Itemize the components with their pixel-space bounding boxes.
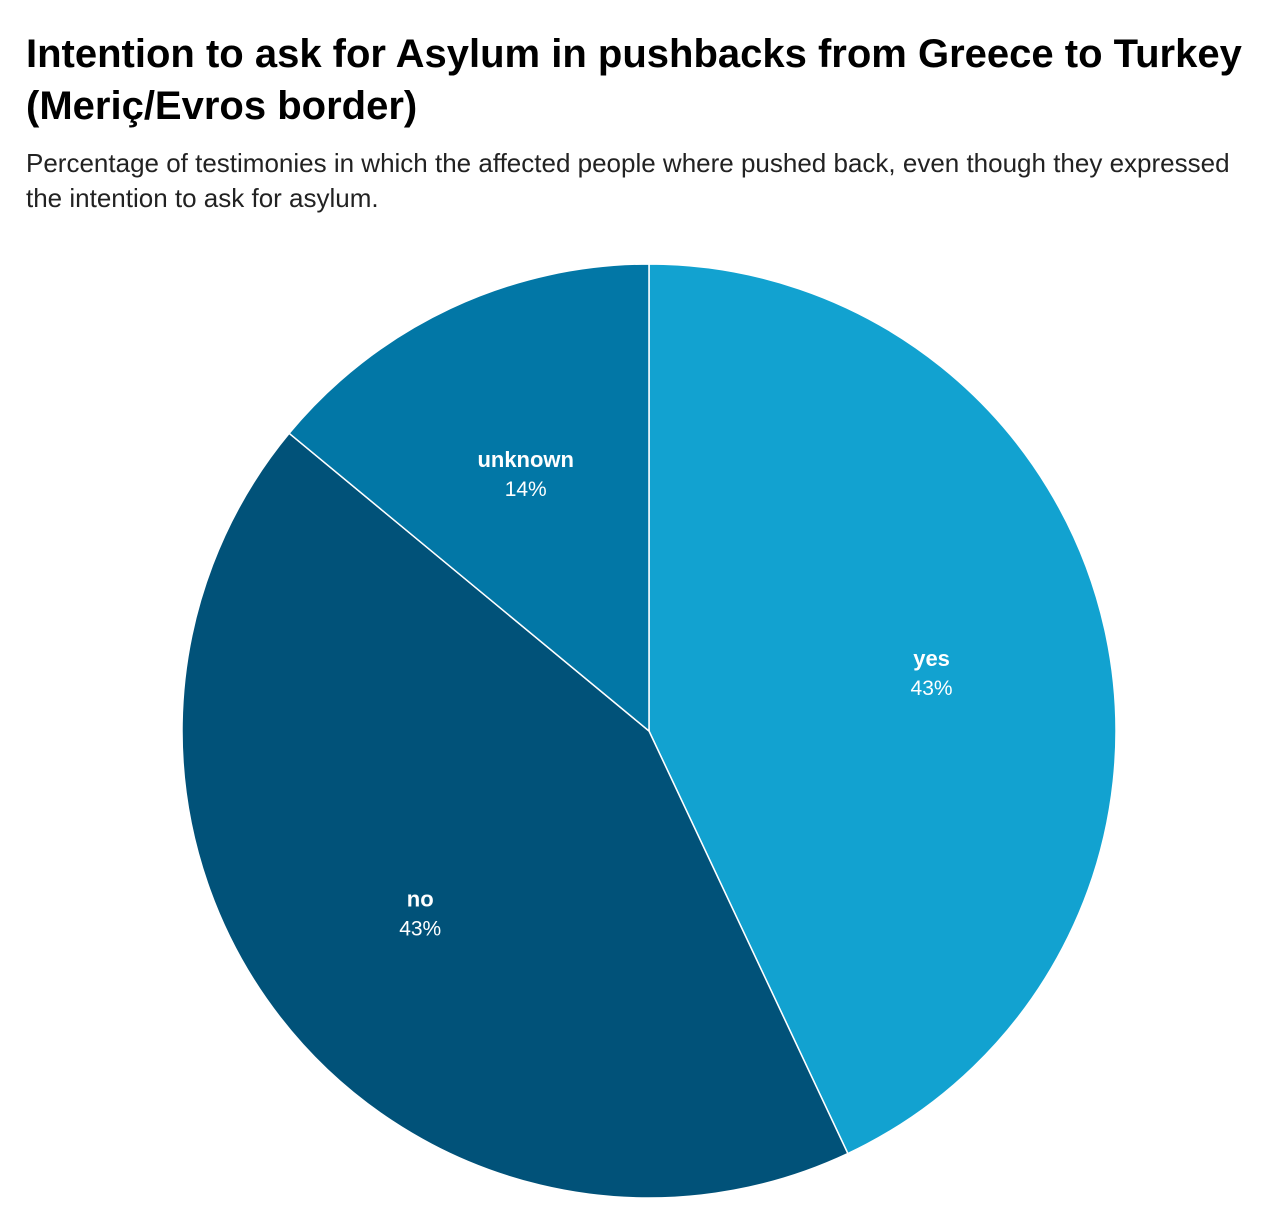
pie-slice-no [181,432,849,1199]
pie-labels: yes 43% no 43% unknown 14% [399,447,952,940]
pie-slices [181,263,1117,1199]
slice-label-yes: yes [913,646,950,671]
pie-slice-unknown [288,263,650,733]
pie-slice-yes [648,263,1117,1155]
slice-label-no: no [407,886,434,911]
chart-header: Intention to ask for Asylum in pushbacks… [26,28,1256,216]
chart-title: Intention to ask for Asylum in pushbacks… [26,32,1242,128]
slice-value-unknown: 14% [505,478,547,501]
slice-value-no: 43% [399,917,441,940]
slice-value-yes: 43% [911,677,953,700]
slice-label-unknown: unknown [477,447,574,472]
chart-subtitle: Percentage of testimonies in which the a… [26,148,1230,213]
